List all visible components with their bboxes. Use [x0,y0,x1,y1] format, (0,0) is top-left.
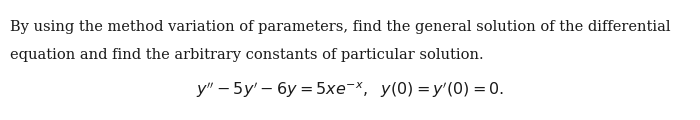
Text: $y'' - 5y' - 6y = 5xe^{-x}$$,\ \ y(0) = y'(0) = 0.$: $y'' - 5y' - 6y = 5xe^{-x}$$,\ \ y(0) = … [196,80,504,100]
Text: equation and find the arbitrary constants of particular solution.: equation and find the arbitrary constant… [10,48,484,62]
Text: By using the method variation of parameters, find the general solution of the di: By using the method variation of paramet… [10,20,671,34]
